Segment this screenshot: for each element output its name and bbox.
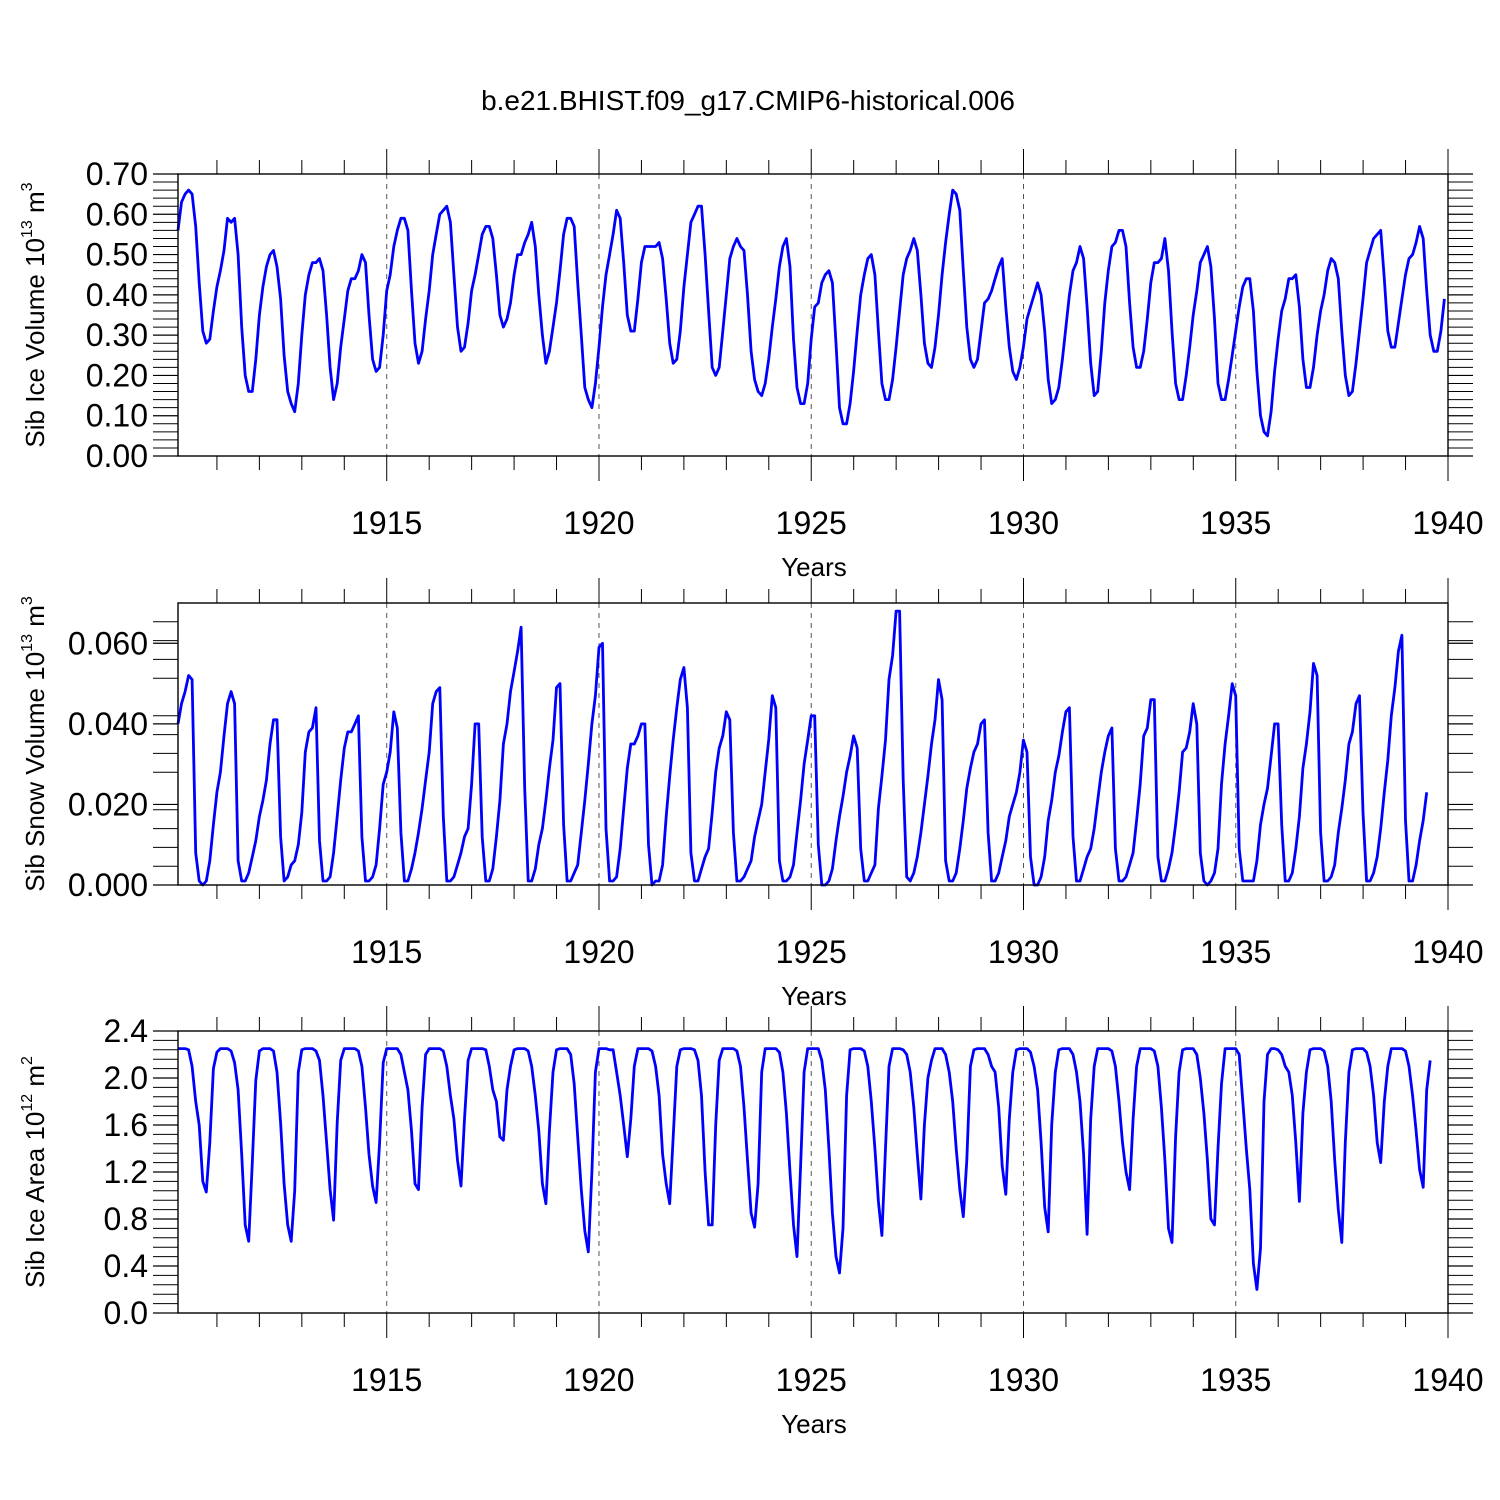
x-tick-label: 1920 [563,505,634,541]
y-tick-label: 0.50 [86,237,148,273]
x-tick-label: 1915 [351,934,422,970]
x-tick-label: 1915 [351,505,422,541]
series-line [178,1047,1432,1291]
y-axis-label-text: Sib Ice Area 10 [20,1112,50,1288]
x-tick-label: 1915 [351,1362,422,1398]
y-axis-label-exponent: 12 [19,1094,36,1112]
y-axis-label: Sib Ice Volume 1013 m3 [19,182,50,447]
figure-title: b.e21.BHIST.f09_g17.CMIP6-historical.006 [481,85,1015,116]
plot-frame [177,1030,1449,1314]
x-tick-label: 1935 [1200,505,1271,541]
y-tick-label: 0.020 [68,786,148,822]
y-tick-label: 0.0 [104,1295,148,1331]
plot-frame [177,173,1449,457]
y-tick-label: 0.60 [86,196,148,232]
y-axis-label-unit-exponent: 3 [19,596,36,605]
y-tick-label: 0.060 [68,625,148,661]
x-tick-label: 1930 [988,934,1059,970]
series-line [176,609,1429,887]
x-tick-label: 1920 [563,934,634,970]
panel-1: 0.00 0.10 0.20 0.30 0.40 0.50 0.60 0.70 1915 1920… [19,149,1484,582]
x-axis-label: Years [781,1409,847,1439]
y-tick-label: 0.00 [86,438,148,474]
y-tick-label: 0.20 [86,357,148,393]
panel-2: 0.000 0.020 0.040 0.060 1915 1920 1925 1930 1935… [19,578,1484,1011]
x-tick-label: 1925 [776,1362,847,1398]
y-tick-label: 0.8 [104,1201,148,1237]
y-tick-label: 0.040 [68,706,148,742]
x-tick-label: 1925 [776,934,847,970]
y-tick-label: 1.6 [104,1107,148,1143]
x-axis-label: Years [781,552,847,582]
x-tick-label: 1940 [1412,505,1483,541]
y-axis-label-text: Sib Snow Volume 10 [20,652,50,892]
y-tick-label: 0.4 [104,1248,148,1284]
y-tick-label: 0.30 [86,317,148,353]
y-axis-label-exponent: 13 [19,634,36,652]
y-axis-label: Sib Ice Area 1012 m2 [19,1056,50,1288]
panel-3: 0.0 0.4 0.8 1.2 1.6 2.0 2.4 1915 1920 1925 1930 193… [19,1006,1484,1439]
plot-frame [177,602,1449,886]
x-tick-label: 1930 [988,1362,1059,1398]
x-tick-label: 1940 [1412,1362,1483,1398]
y-tick-label: 1.2 [104,1154,148,1190]
x-tick-label: 1935 [1200,934,1271,970]
x-tick-label: 1925 [776,505,847,541]
x-tick-label: 1920 [563,1362,634,1398]
series-line [176,188,1446,438]
y-axis-label-unit-exponent: 3 [19,182,36,191]
y-axis-label-text: Sib Ice Volume 10 [20,238,50,448]
y-axis-label: Sib Snow Volume 1013 m3 [19,596,50,892]
y-axis-label-exponent: 13 [19,220,36,238]
y-tick-label: 2.0 [104,1060,148,1096]
y-tick-label: 0.10 [86,398,148,434]
y-tick-label: 0.70 [86,156,148,192]
y-tick-label: 2.4 [104,1013,148,1049]
x-tick-label: 1930 [988,505,1059,541]
x-axis-label: Years [781,981,847,1011]
y-axis-label-unit-exponent: 2 [19,1056,36,1065]
y-axis-label-unit: m [20,1065,50,1094]
y-axis-label-unit: m [20,605,50,634]
x-tick-label: 1940 [1412,934,1483,970]
x-tick-label: 1935 [1200,1362,1271,1398]
y-axis-label-unit: m [20,191,50,220]
y-tick-label: 0.000 [68,867,148,903]
y-tick-label: 0.40 [86,277,148,313]
